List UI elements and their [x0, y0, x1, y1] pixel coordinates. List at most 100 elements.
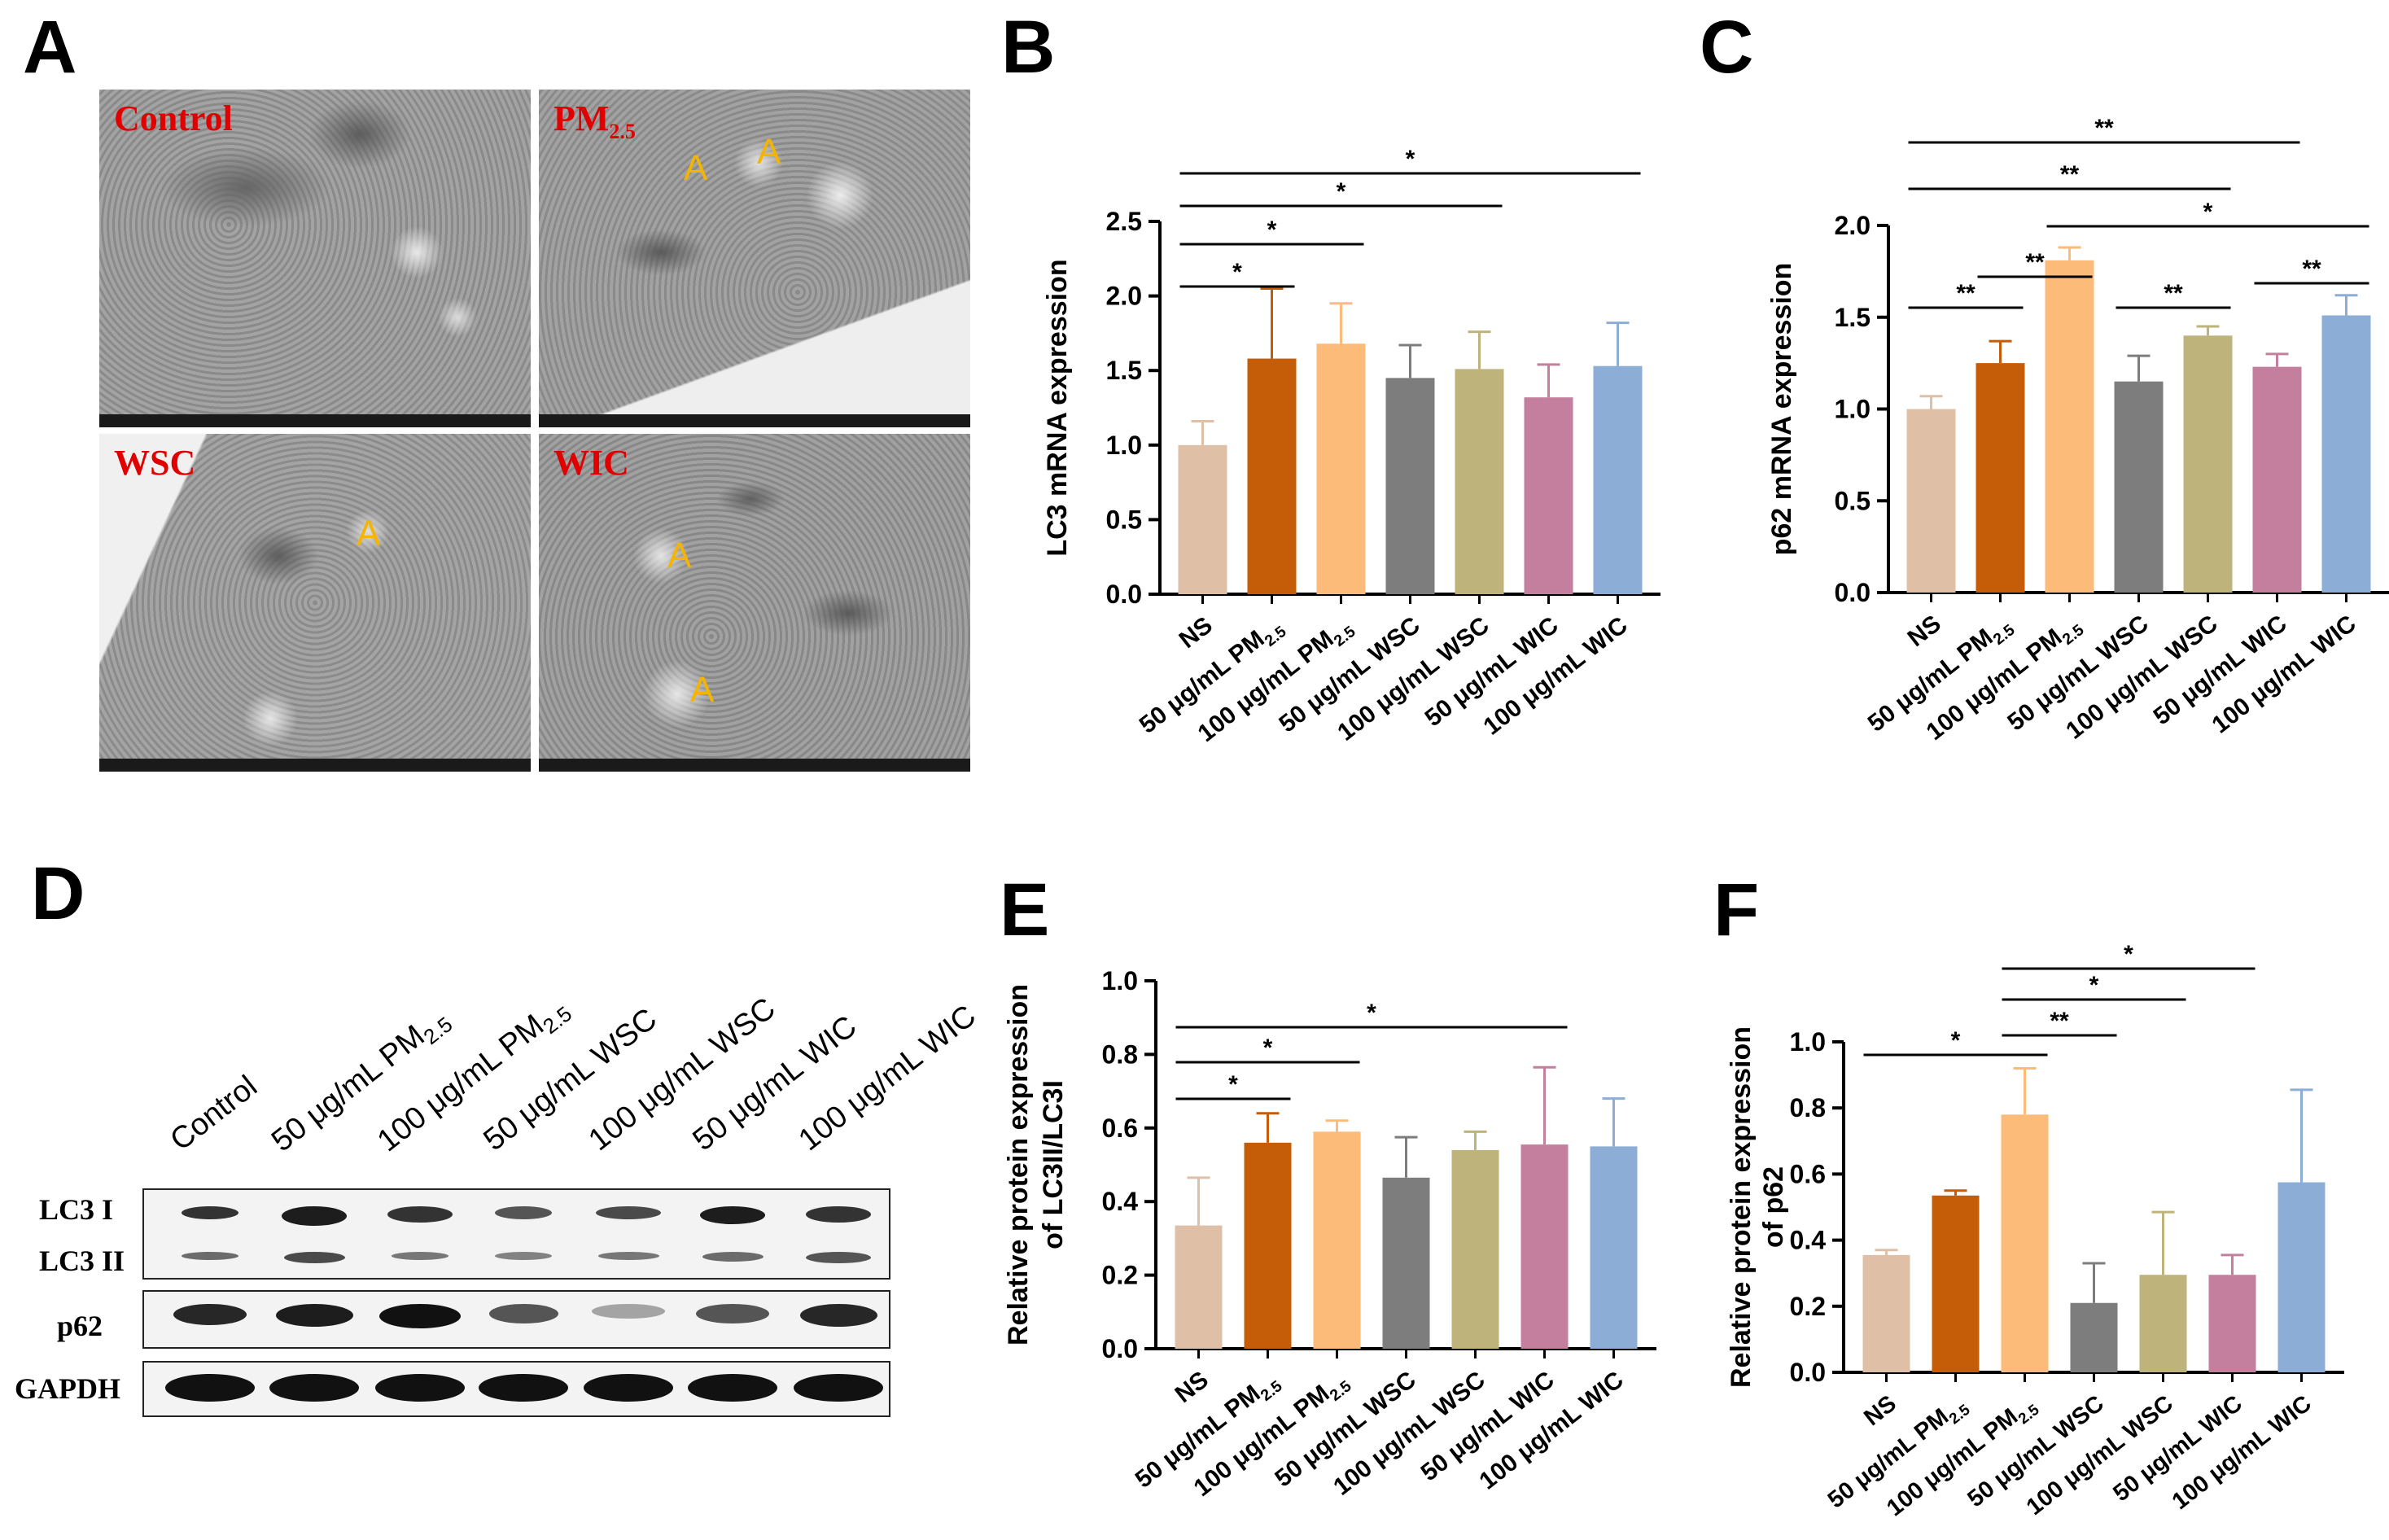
y-axis-label-B: LC3 mRNA expression	[1042, 259, 1073, 556]
em-scale-bar	[539, 759, 970, 772]
y-tick-label-E: 1.0	[1102, 966, 1138, 995]
category-label-text: NS	[1175, 612, 1218, 654]
wb-band	[702, 1252, 764, 1262]
significance-label-C: **	[2302, 256, 2321, 282]
significance-label-F: *	[1951, 1027, 1961, 1054]
significance-label-F: **	[2050, 1008, 2069, 1035]
panel-letter-a: A	[23, 6, 77, 89]
bar-C	[1976, 363, 2025, 593]
em-scale-bar	[99, 759, 531, 772]
wb-band	[495, 1206, 552, 1219]
y-tick-label-F: 0.2	[1790, 1292, 1826, 1321]
wb-band	[387, 1206, 453, 1223]
em-autophagosome-marker: A	[690, 670, 715, 710]
y-tick-label-E: 0.0	[1102, 1334, 1138, 1363]
em-image-wic: WIC A A	[539, 434, 970, 772]
wb-band	[806, 1206, 871, 1223]
wb-band	[584, 1374, 673, 1402]
category-label-text: NS	[1903, 610, 1946, 653]
em-label-wsc: WSC	[114, 443, 196, 483]
bar-F	[2277, 1182, 2326, 1372]
wb-band	[269, 1374, 359, 1402]
category-label-E: NS	[1170, 1367, 1214, 1409]
y-tick-label-B: 1.5	[1106, 356, 1142, 385]
bar-E	[1382, 1177, 1430, 1349]
panel-letter-b: B	[1001, 6, 1056, 89]
y-tick-label-F: 0.0	[1790, 1358, 1826, 1387]
significance-label-C: **	[2025, 249, 2045, 276]
significance-label-C: *	[2203, 199, 2213, 225]
wb-row-label-lc3ii: LC3 II	[39, 1245, 125, 1277]
wb-band	[283, 1252, 345, 1263]
wb-band	[488, 1304, 558, 1323]
wb-band	[282, 1206, 347, 1226]
bar-F	[2208, 1275, 2256, 1372]
y-tick-label-B: 0.5	[1106, 505, 1142, 534]
y-tick-label-C: 0.5	[1835, 486, 1871, 515]
wb-row-label-gapdh: GAPDH	[15, 1372, 120, 1405]
panel-letter-f: F	[1713, 868, 1760, 952]
wb-band	[275, 1304, 353, 1327]
y-tick-label-C: 1.0	[1835, 395, 1871, 424]
y-tick-label-F: 1.0	[1790, 1027, 1826, 1057]
bar-F	[1862, 1254, 1910, 1372]
y-axis-label-F: Relative protein expression	[1726, 1026, 1757, 1388]
em-image-wsc: WSC A	[99, 434, 531, 772]
significance-label-B: *	[1232, 259, 1242, 286]
significance-label-B: *	[1337, 178, 1346, 205]
y-axis-label-C: p62 mRNA expression	[1766, 263, 1797, 556]
y-tick-label-B: 2.5	[1106, 207, 1142, 236]
y-tick-label-B: 1.0	[1106, 431, 1142, 460]
wb-band	[799, 1304, 877, 1327]
category-label-F: NS	[1859, 1390, 1901, 1431]
category-label-text: NS	[1859, 1390, 1901, 1431]
category-label-text: NS	[1170, 1367, 1214, 1409]
em-autophagosome-marker: A	[357, 514, 381, 553]
bar-B	[1385, 378, 1435, 594]
y-axis-label-2-E: of LC3II/LC3I	[1038, 1080, 1069, 1249]
wb-band	[392, 1252, 448, 1260]
wb-band	[182, 1206, 238, 1219]
y-axis-label-2-F: of p62	[1758, 1166, 1789, 1248]
bar-E	[1451, 1149, 1499, 1349]
bar-C	[2321, 315, 2371, 593]
wb-band	[479, 1374, 568, 1402]
significance-label-E: *	[1228, 1071, 1238, 1098]
bar-B	[1316, 343, 1366, 594]
y-tick-label-F: 0.8	[1790, 1093, 1826, 1122]
em-label-control: Control	[114, 98, 233, 138]
significance-label-C: **	[2094, 115, 2114, 142]
y-tick-label-E: 0.4	[1102, 1187, 1139, 1216]
wb-band	[592, 1304, 665, 1319]
y-tick-label-F: 0.4	[1790, 1226, 1827, 1255]
em-scale-bar	[99, 414, 531, 427]
category-label-B: NS	[1175, 612, 1218, 654]
y-tick-label-E: 0.6	[1102, 1113, 1138, 1143]
bar-B	[1455, 369, 1504, 594]
bar-F	[1932, 1195, 1980, 1372]
bar-C	[2045, 260, 2094, 593]
significance-label-C: **	[2164, 280, 2183, 307]
bar-E	[1520, 1144, 1569, 1349]
significance-label-B: *	[1267, 217, 1277, 243]
significance-label-E: *	[1367, 1000, 1376, 1026]
wb-band	[182, 1252, 238, 1260]
em-image-pm25: PM2.5 A A	[539, 90, 970, 427]
significance-label-F: *	[2124, 941, 2133, 968]
wb-band	[688, 1374, 777, 1402]
y-tick-label-B: 2.0	[1106, 282, 1142, 311]
significance-label-B: *	[1406, 146, 1415, 173]
em-label-pm-sub: 2.5	[609, 119, 636, 143]
bar-B	[1247, 358, 1297, 594]
wb-blot-lc3	[142, 1188, 890, 1280]
bar-F	[2139, 1275, 2187, 1372]
em-label-pm25: PM2.5	[553, 98, 636, 144]
wb-band	[165, 1374, 255, 1402]
panel-letter-c: C	[1700, 6, 1754, 89]
wb-row-label-lc3i: LC3 I	[39, 1193, 114, 1226]
y-tick-label-C: 0.0	[1835, 578, 1871, 607]
em-autophagosome-marker: A	[757, 132, 781, 172]
y-tick-label-E: 0.2	[1102, 1261, 1138, 1290]
y-tick-label-B: 0.0	[1106, 580, 1142, 609]
